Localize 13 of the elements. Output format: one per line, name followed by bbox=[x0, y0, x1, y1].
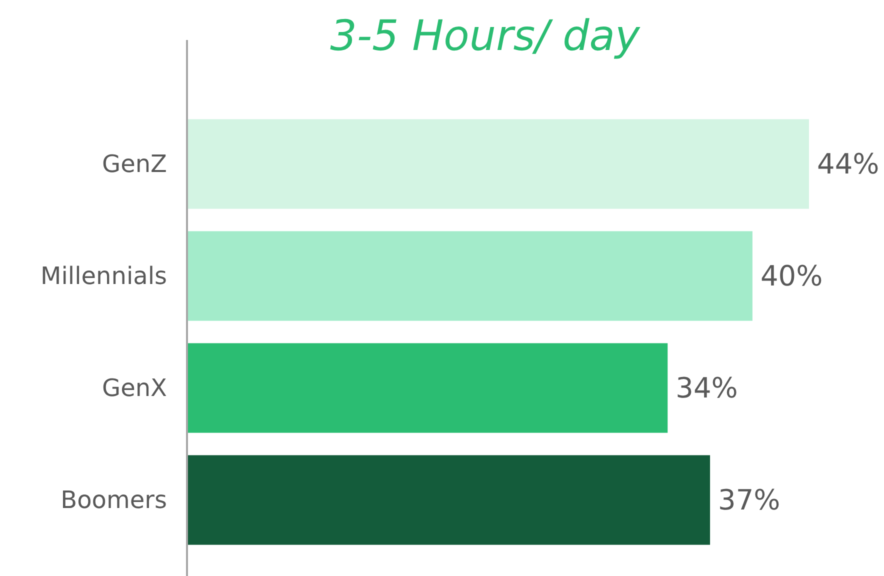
data-label: 40% bbox=[760, 260, 823, 292]
bar bbox=[187, 119, 809, 209]
y-tick-label: GenZ bbox=[102, 150, 167, 178]
y-tick-label: Boomers bbox=[60, 486, 167, 514]
bar bbox=[187, 455, 710, 545]
data-label: 44% bbox=[817, 148, 880, 180]
chart-title: 3-5 Hours/ day bbox=[330, 11, 642, 60]
data-label: 34% bbox=[676, 372, 738, 404]
y-tick-label: Millennials bbox=[40, 262, 167, 290]
y-tick-label: GenX bbox=[102, 374, 167, 402]
bar bbox=[187, 231, 752, 321]
data-label: 37% bbox=[718, 484, 780, 516]
bar bbox=[187, 343, 668, 433]
